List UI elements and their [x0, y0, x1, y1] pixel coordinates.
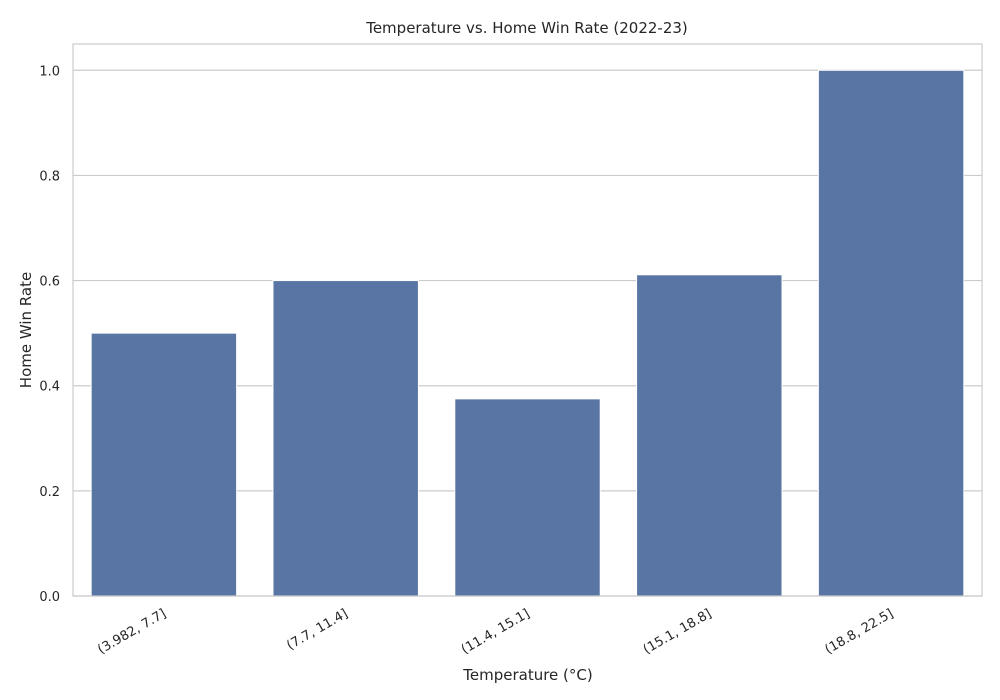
x-tick-label: (18.8, 22.5] — [823, 606, 897, 657]
bar — [636, 274, 783, 597]
x-tick-label: (3.982, 7.7] — [95, 606, 169, 657]
x-tick-label: (11.4, 15.1] — [459, 606, 533, 657]
bar — [817, 69, 965, 597]
bar — [272, 280, 419, 597]
x-tick-label: (15.1, 18.8] — [641, 606, 715, 657]
plot-frame — [72, 43, 983, 597]
chart-title: Temperature vs. Home Win Rate (2022-23) — [365, 19, 688, 37]
bar — [90, 332, 238, 597]
y-tick-label: 0.8 — [39, 169, 60, 184]
bar — [454, 398, 601, 597]
bars — [90, 69, 965, 597]
y-tick-label: 0.2 — [39, 485, 60, 500]
y-tick-label: 0.6 — [39, 275, 60, 290]
y-tick-label: 1.0 — [39, 64, 60, 79]
y-axis-label: Home Win Rate — [17, 272, 35, 388]
y-tick-label: 0.4 — [39, 380, 60, 395]
x-tick-label: (7.7, 11.4] — [284, 606, 350, 653]
y-tick-label: 0.0 — [39, 590, 60, 605]
y-tick-labels: 0.0 0.2 0.4 0.6 0.8 1.0 — [39, 64, 60, 605]
x-tick-labels: (3.982, 7.7] (7.7, 11.4] (11.4, 15.1] (15.1… — [95, 606, 896, 657]
x-axis-label: Temperature (°C) — [462, 666, 592, 684]
